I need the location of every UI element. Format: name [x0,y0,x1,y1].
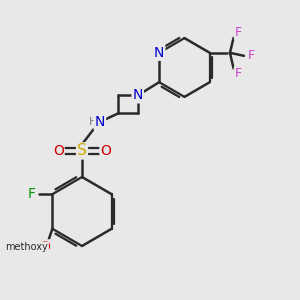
Text: O: O [40,240,50,254]
Text: N: N [95,116,105,129]
Text: O: O [53,144,64,158]
Text: N: N [133,88,143,102]
Text: F: F [28,187,36,201]
Text: S: S [77,143,87,158]
Text: F: F [235,67,242,80]
Text: O: O [100,144,111,158]
Text: F: F [248,49,255,62]
Text: N: N [154,46,164,60]
Text: F: F [235,26,242,39]
Text: H: H [89,117,98,128]
Text: methoxy: methoxy [5,242,48,252]
